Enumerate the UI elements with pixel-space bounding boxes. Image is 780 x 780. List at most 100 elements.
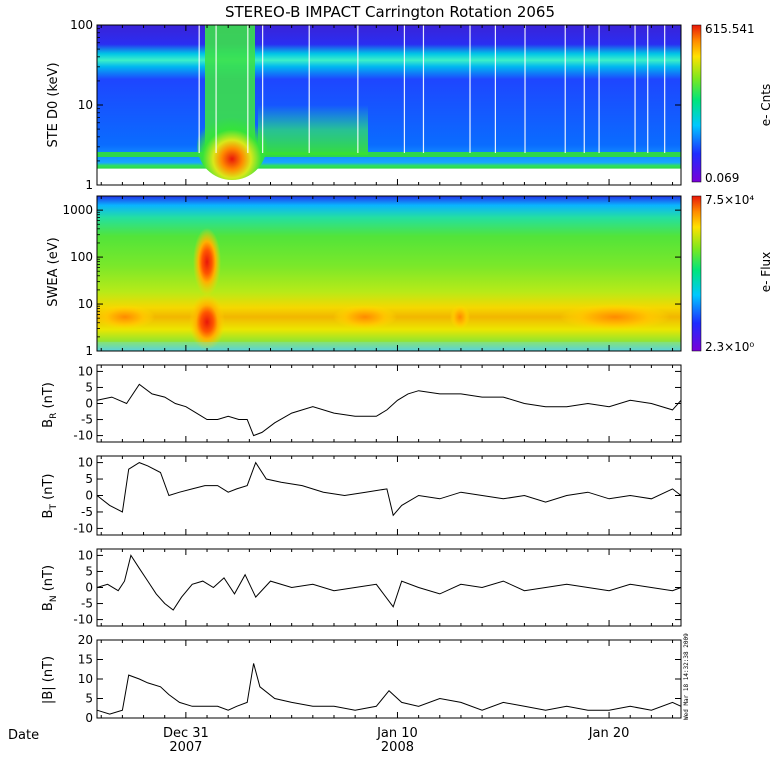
swea-y-axis: 1 10 100 1000 [62, 203, 681, 358]
swea-ytick-label: 100 [70, 250, 93, 264]
bn-ytick-label: -10 [73, 613, 93, 627]
swea-frame [96, 195, 682, 352]
ste-gap-streak [564, 25, 566, 153]
bn-ytick-label: 10 [78, 548, 93, 562]
br-panel: -10 -5 0 5 10 BR (nT) [41, 364, 682, 443]
br-y-axis: -10 -5 0 5 10 [73, 364, 681, 443]
bmag-series-line [96, 663, 682, 715]
swea-spectrogram [95, 196, 681, 351]
bt-y-axis: -10 -5 0 5 10 [73, 456, 681, 535]
date-tick-year: 2008 [381, 740, 414, 755]
ste-ylabel: STE D0 (keV) [46, 62, 61, 147]
bn-x-ticks [100, 549, 674, 626]
bmag-ylabel: |B| (nT) [41, 656, 56, 704]
ste-ytick-label: 10 [78, 98, 93, 112]
ste-colorbar [691, 24, 702, 183]
swea-burst-upper [193, 228, 221, 296]
ste-colorbar-min: 0.069 [705, 171, 739, 185]
br-ytick-label: 5 [85, 380, 93, 394]
swea-ytick-label: 10 [78, 297, 93, 311]
bt-frame [96, 455, 682, 536]
ste-gap-streak [598, 25, 600, 153]
ste-floor-band [97, 152, 681, 157]
bt-ytick-label: -5 [81, 505, 93, 519]
br-ylabel: BR (nT) [41, 382, 59, 428]
swea-ytick-label: 1000 [62, 203, 93, 217]
swea-colorbar-min: 2.3×10⁰ [705, 340, 754, 354]
bmag-ytick-label: 20 [78, 633, 93, 647]
ste-gap-streak [494, 25, 496, 153]
bt-ylabel-subscript: T [49, 504, 59, 511]
bn-ylabel-subscript: N [49, 595, 59, 602]
br-ytick-label: -10 [73, 429, 93, 443]
br-series-line [96, 383, 682, 437]
swea-colorbar-max: 7.5×10⁴ [705, 193, 754, 207]
bn-panel: -10 -5 0 5 10 BN (nT) [41, 548, 682, 627]
ste-colorbar-label: e- Cnts [759, 84, 773, 126]
ste-spectrogram-background [97, 25, 681, 185]
ste-gap-streak [524, 25, 526, 153]
bn-frame [96, 548, 682, 627]
date-tick-label: Dec 31 [163, 726, 209, 741]
br-x-ticks [100, 365, 674, 442]
bt-ytick-label: -10 [73, 521, 93, 535]
swea-x-ticks [100, 196, 674, 351]
swea-warm-blob-4 [560, 304, 670, 330]
ste-gap-streak [198, 25, 200, 153]
ste-gap-streak [469, 25, 471, 153]
swea-low-band [97, 342, 681, 351]
bt-ytick-label: 5 [85, 472, 93, 486]
bt-ytick-label: 10 [78, 456, 93, 470]
ste-gap-streak [262, 25, 264, 153]
ste-colorbar-max: 615.541 [705, 22, 755, 36]
br-ytick-label: -5 [81, 413, 93, 427]
render-timestamp: Wed Mar 18 14:32:38 2009 [683, 633, 690, 720]
swea-warm-blob-2 [333, 305, 397, 329]
bn-y-axis: -10 -5 0 5 10 [73, 548, 681, 627]
ste-spectrogram [97, 25, 681, 185]
ste-data-gaps [198, 25, 666, 153]
ste-gap-streak [664, 25, 666, 153]
ste-rise-region [258, 105, 368, 155]
bn-ytick-label: 0 [85, 581, 93, 595]
bmag-frame [96, 639, 682, 719]
ste-x-ticks [100, 25, 674, 185]
date-tick-label: Jan 20 [588, 726, 630, 741]
ste-panel: 1 10 100 STE D0 (keV) 615.541 0.069 e- Cnt… [46, 18, 773, 192]
date-label: Date [8, 728, 39, 743]
bn-series-line [96, 554, 682, 611]
bt-x-ticks [100, 456, 674, 535]
ste-ytick-label: 100 [70, 18, 93, 32]
chart-title: STEREO-B IMPACT Carrington Rotation 2065 [225, 3, 555, 21]
bt-ylabel: BT (nT) [41, 474, 59, 519]
ste-burst [197, 110, 267, 180]
br-ytick-label: 0 [85, 397, 93, 411]
bmag-y-axis: 0 5 10 15 20 [78, 633, 681, 725]
ste-gap-streak [215, 25, 217, 153]
bmag-x-ticks [100, 640, 674, 718]
ste-gap-streak [422, 25, 425, 153]
ste-gap-streak [247, 25, 249, 153]
bmag-ytick-label: 10 [78, 672, 93, 686]
ste-gap-streak [647, 25, 649, 153]
bmag-ytick-label: 15 [78, 653, 93, 667]
br-frame [96, 364, 682, 443]
swea-burst-lower [189, 294, 225, 350]
bt-series-line [96, 461, 682, 517]
swea-ytick-label: 1 [85, 344, 93, 358]
bmag-ytick-label: 5 [85, 692, 93, 706]
br-ylabel-subscript: R [49, 413, 59, 419]
ste-gap-streak [308, 25, 310, 153]
bn-ytick-label: 5 [85, 564, 93, 578]
ste-ytick-label: 1 [85, 178, 93, 192]
bt-ytick-label: 0 [85, 489, 93, 503]
date-tick-label: Jan 10 [376, 726, 418, 741]
bmag-ytick-label: 0 [85, 711, 93, 725]
ste-gap-streak [357, 25, 359, 153]
bt-panel: -10 -5 0 5 10 BT (nT) [41, 455, 682, 536]
bn-ylabel: BN (nT) [41, 565, 59, 611]
ste-gap-streak [634, 25, 636, 153]
swea-colorbar [691, 195, 702, 352]
